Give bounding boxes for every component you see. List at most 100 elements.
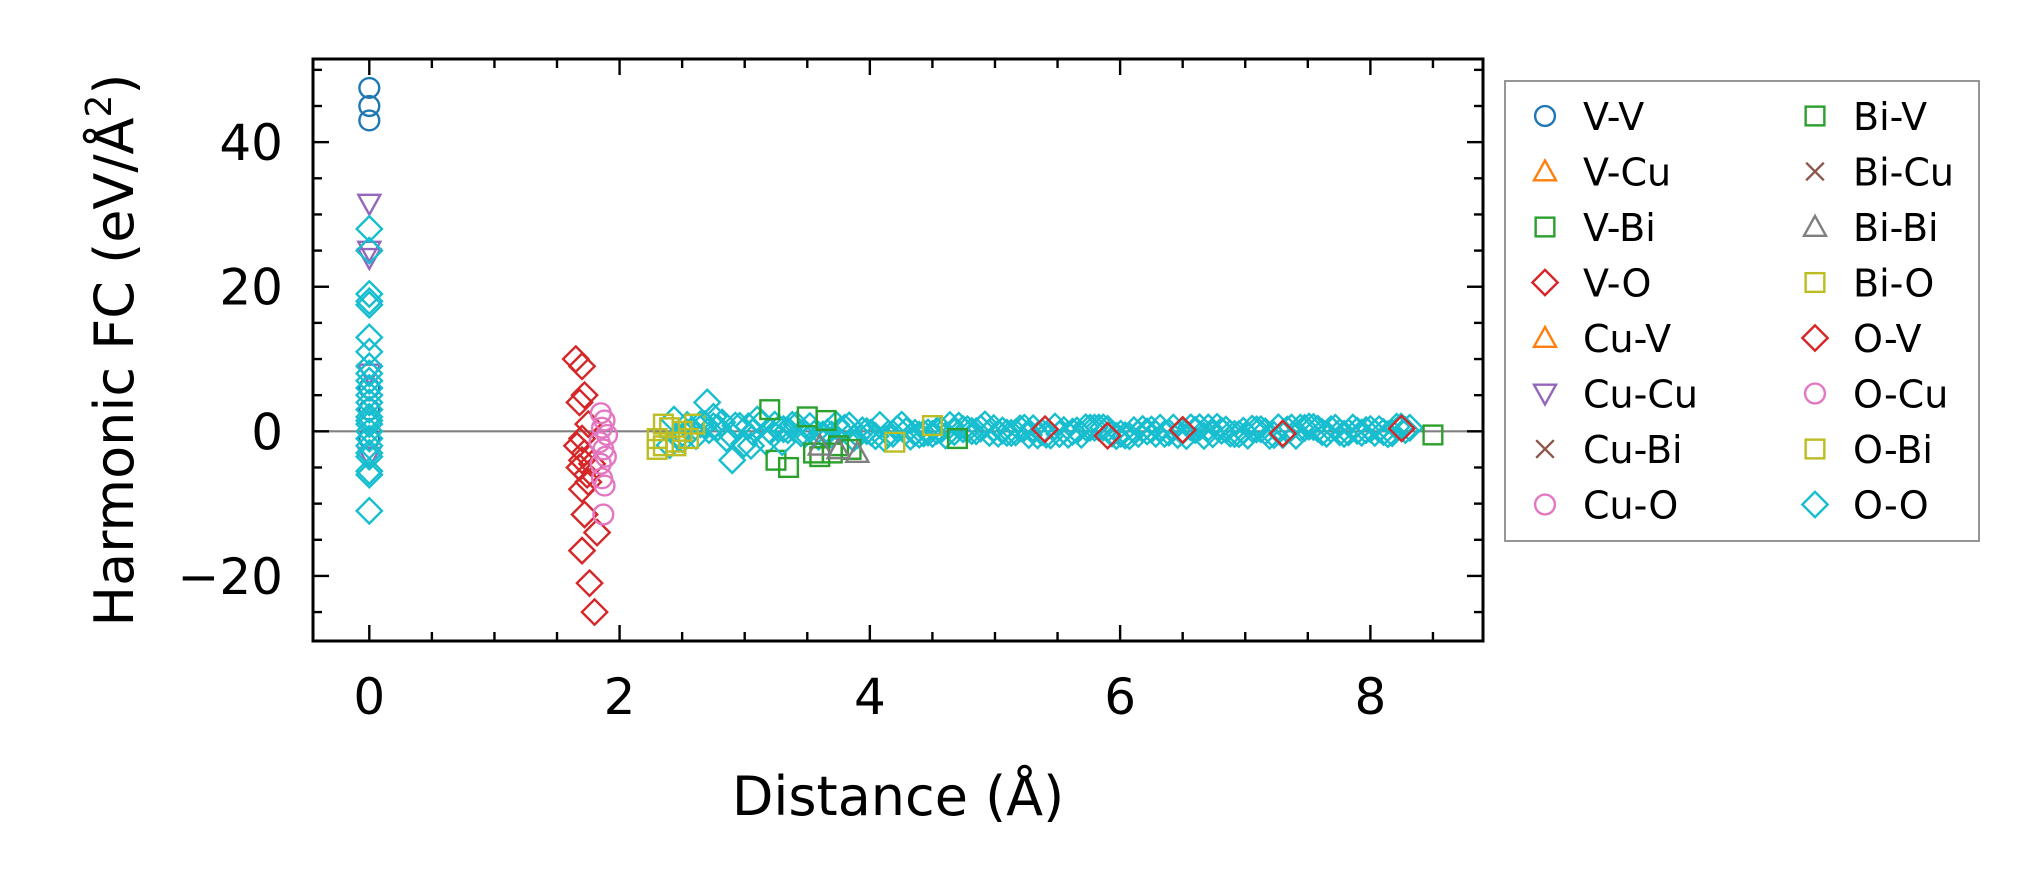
marker-o-o (692, 388, 722, 417)
marker-o-v (1093, 421, 1122, 451)
data-markers (354, 76, 1444, 627)
x-axis-label: Distance (Å) (732, 764, 1064, 828)
legend-item-cu-cu: Cu-Cu (1531, 373, 1698, 417)
band-marker (970, 410, 1000, 439)
legend-marker-cu-cu (1531, 383, 1559, 407)
marker-o-o (354, 402, 384, 432)
band-marker (1233, 421, 1263, 450)
band-marker (913, 418, 943, 447)
marker-bi-v (777, 456, 800, 479)
y-axis-label: Harmonic FC (eV/Å2) (79, 74, 146, 627)
marker-o-o (354, 279, 384, 309)
marker-cu-cu (356, 446, 383, 471)
marker-cu-o (589, 452, 612, 475)
marker-o-o (354, 337, 384, 367)
marker-bi-v (815, 409, 837, 432)
marker-v-v (358, 94, 381, 118)
band-marker (795, 411, 825, 441)
marker-o-o (354, 236, 384, 265)
marker-o-v (1030, 414, 1060, 444)
y-tick-label: 40 (219, 114, 283, 172)
legend-marker-o-bi (1804, 438, 1826, 460)
legend-item-v-cu: V-Cu (1531, 151, 1671, 195)
band-marker (685, 409, 715, 439)
legend-marker-bi-cu (1805, 161, 1825, 182)
legend-marker-cu-v (1531, 324, 1559, 348)
marker-bi-v (946, 428, 968, 450)
legend-label: Bi-O (1853, 262, 1934, 306)
marker-o-o (354, 388, 384, 417)
band-marker (1351, 415, 1381, 445)
band-marker (1299, 412, 1328, 442)
legend-marker-v-bi (1534, 216, 1556, 238)
band-marker (1242, 415, 1271, 444)
marker-cu-o (595, 423, 619, 447)
legend-label: Bi-V (1853, 95, 1927, 139)
marker-bi-v (1422, 424, 1444, 446)
marker-o-o (354, 359, 384, 388)
marker-o-o (717, 445, 747, 475)
x-tick-label: 2 (604, 668, 636, 726)
band-marker (1285, 413, 1315, 443)
legend-item-o-v: O-V (1800, 317, 1921, 361)
marker-o-o (354, 351, 384, 381)
marker-o-o (354, 442, 384, 471)
legend-marker-cu-bi (1535, 439, 1555, 459)
legend-marker-v-o (1530, 268, 1560, 297)
marker-o-o (354, 373, 384, 403)
marker-bi-v (765, 449, 787, 471)
marker-v-o (567, 445, 597, 475)
marker-v-o (567, 351, 597, 381)
marker-bi-v (759, 399, 781, 421)
x-tick-label: 8 (1354, 668, 1386, 726)
tick-labels: 0 2 4 6 8 −20 0 20 40 (177, 114, 1386, 726)
y-axis-label-main: Harmonic FC (eV/Å (82, 117, 146, 626)
plot-area-frame (311, 57, 1485, 643)
marker-o-o (354, 323, 384, 352)
legend-item-cu-bi: Cu-Bi (1535, 428, 1683, 472)
legend-item-v-v: V-V (1533, 95, 1644, 139)
band-marker (1080, 413, 1109, 442)
band-marker (1018, 413, 1048, 443)
band-marker (786, 418, 816, 448)
legend-label: Cu-V (1583, 317, 1671, 361)
marker-o-o (354, 496, 384, 526)
legend-label: Cu-Bi (1583, 428, 1683, 472)
y-axis-label-superscript: 2 (79, 95, 120, 118)
legend-label: Cu-O (1583, 484, 1678, 528)
band-marker (1075, 413, 1105, 443)
band-marker (1102, 421, 1131, 451)
band-marker (764, 414, 794, 443)
legend-item-o-cu: O-Cu (1803, 373, 1948, 417)
marker-v-v (358, 76, 381, 100)
legend-label: Bi-Bi (1853, 206, 1939, 250)
marker-o-o (354, 456, 384, 486)
band-marker (1031, 420, 1061, 449)
legend-item-bi-cu: Bi-Cu (1805, 151, 1954, 195)
marker-o-o (354, 286, 384, 316)
legend-item-o-bi: O-Bi (1804, 428, 1933, 472)
marker-v-o (567, 536, 597, 565)
legend-marker-bi-v (1804, 105, 1826, 127)
band-marker (1377, 418, 1407, 448)
x-tick-label: 6 (1104, 668, 1136, 726)
marker-cu-o (592, 503, 615, 526)
marker-o-o (354, 395, 384, 424)
x-tick-label: 4 (854, 668, 886, 726)
legend-item-bi-v: Bi-V (1804, 95, 1927, 139)
legend-marker-o-o (1800, 490, 1830, 519)
band-marker (1294, 412, 1324, 441)
band-marker (852, 416, 882, 446)
marker-o-o (354, 460, 384, 490)
marker-o-v (1168, 415, 1198, 445)
marker-bi-bi (844, 439, 871, 464)
band-marker (904, 420, 934, 450)
band-marker (1010, 413, 1039, 443)
band-marker (804, 422, 833, 452)
legend-label: Bi-Cu (1853, 151, 1954, 195)
band-marker (847, 416, 877, 445)
marker-o-o (736, 431, 766, 461)
band-marker (1132, 417, 1162, 446)
marker-o-o (354, 290, 384, 320)
